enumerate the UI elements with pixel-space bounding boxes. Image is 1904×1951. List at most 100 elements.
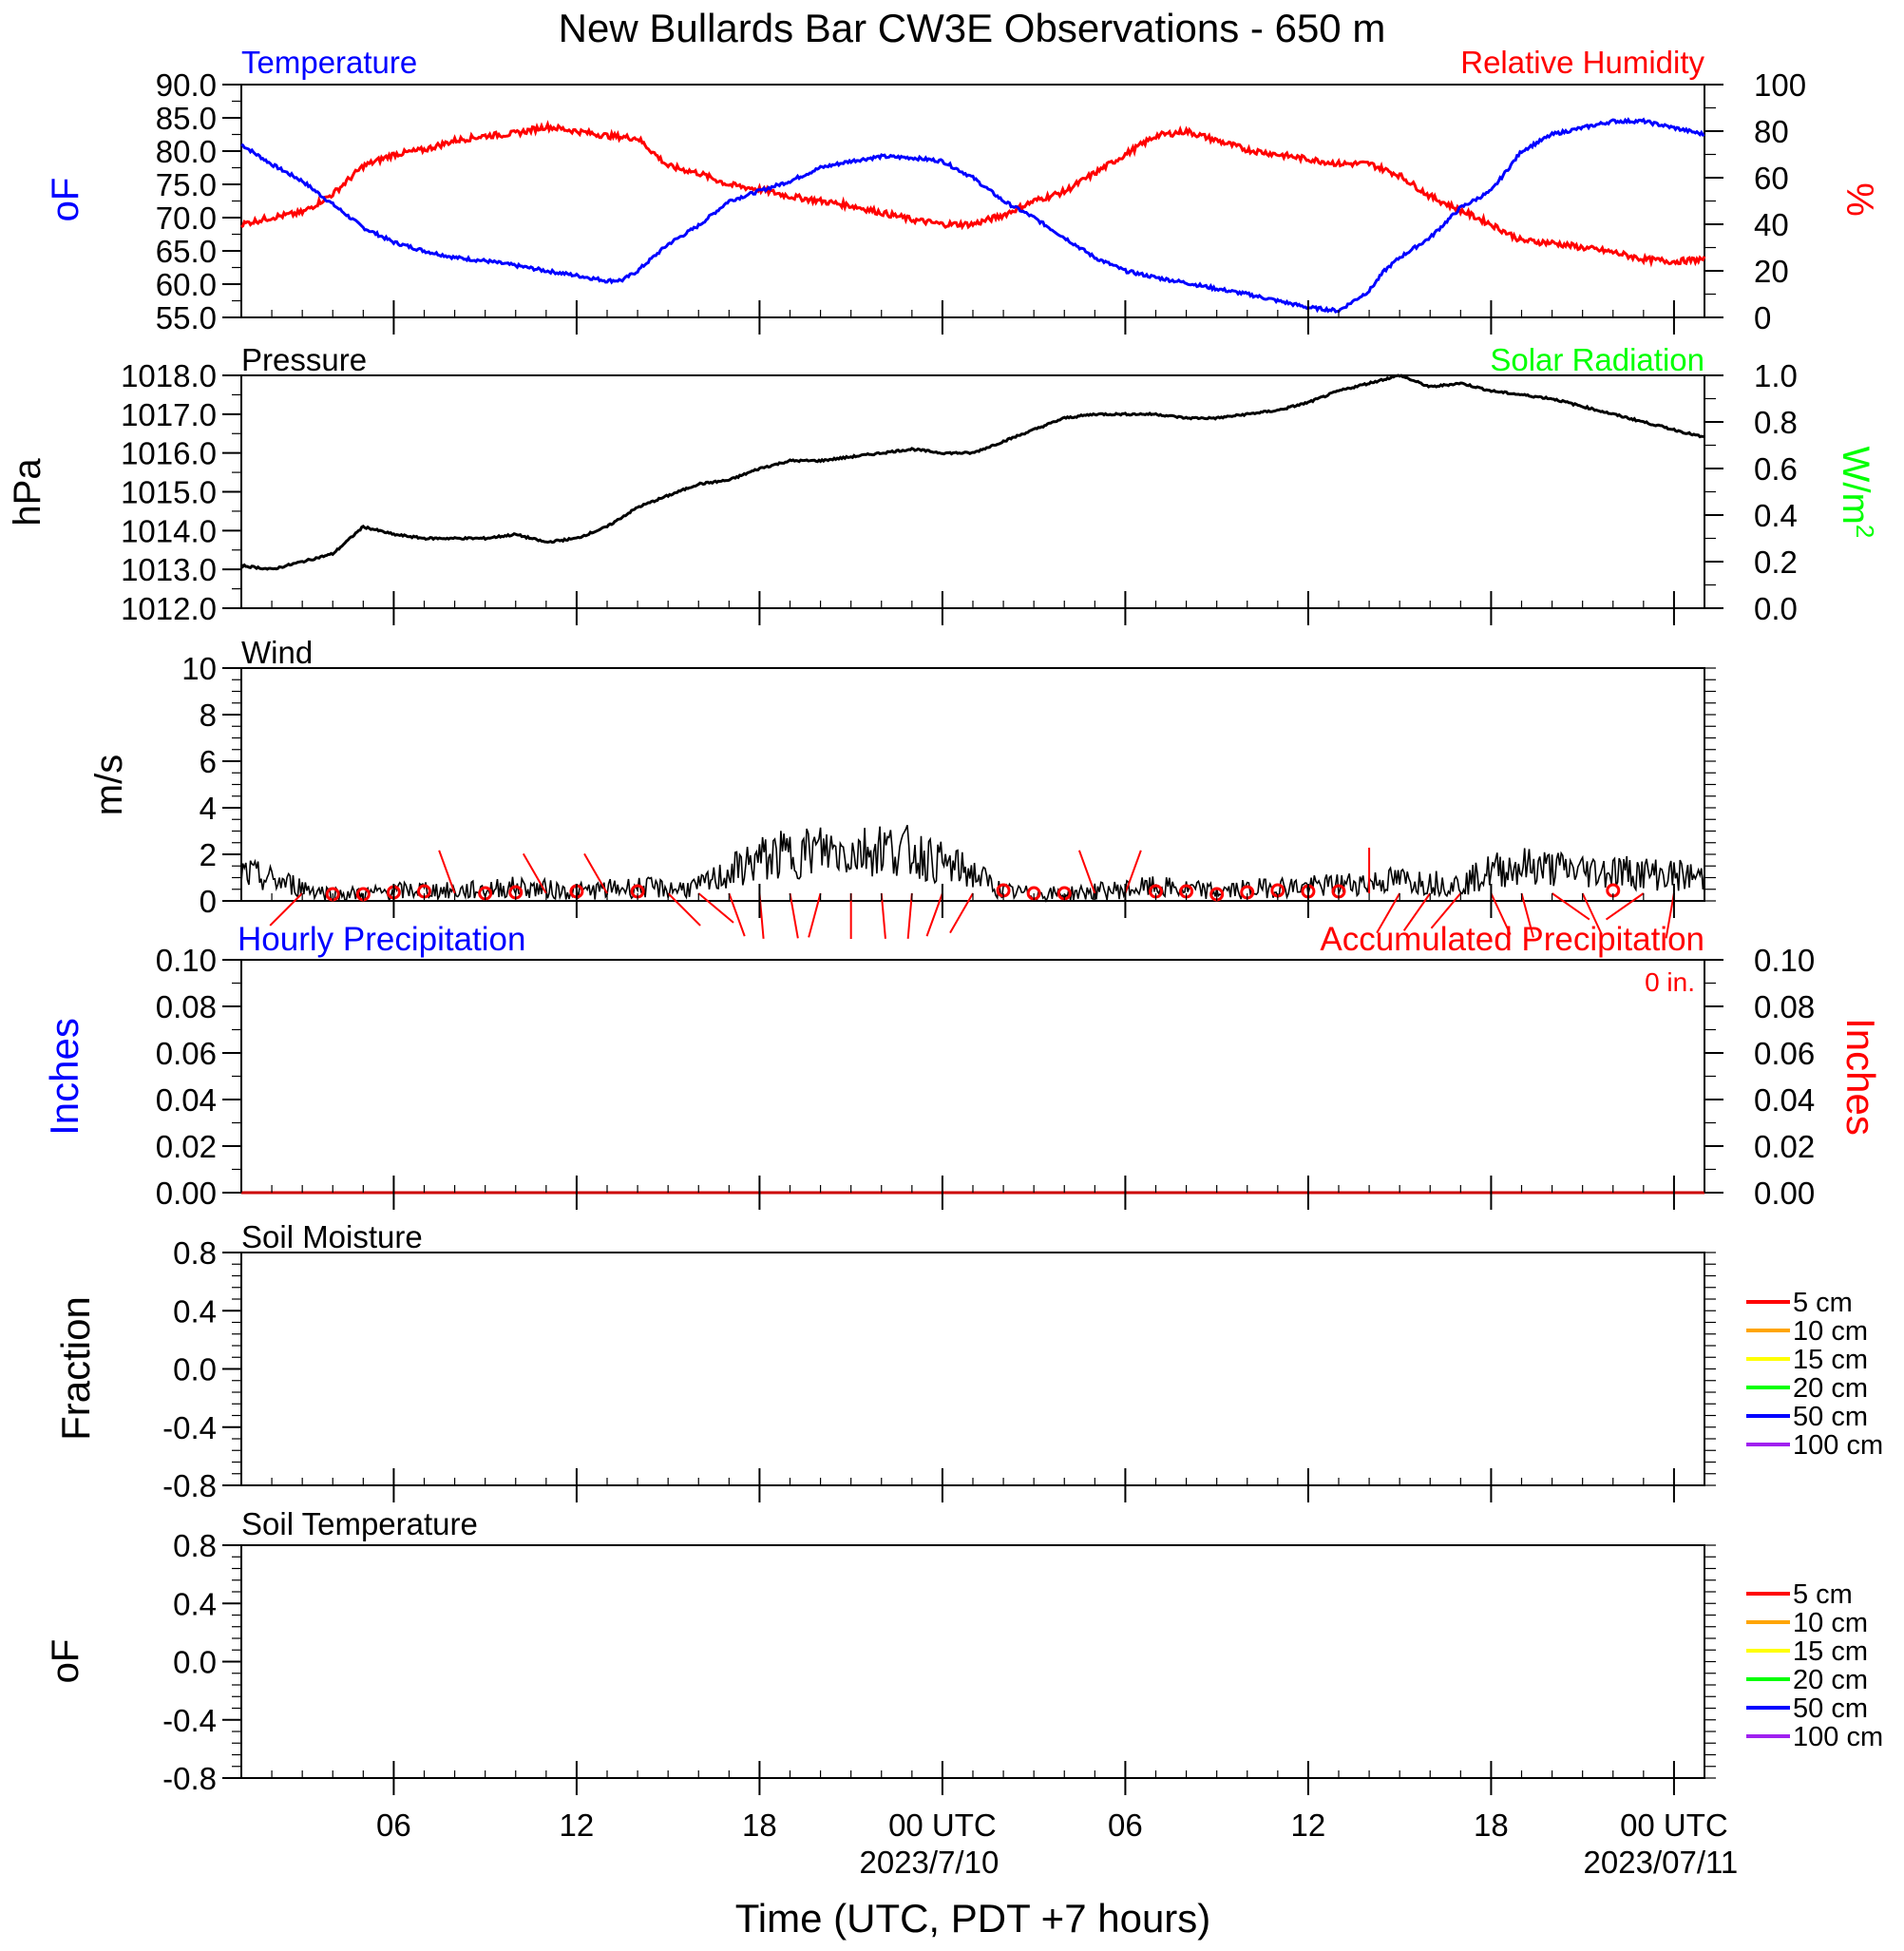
soil-moisture-axis-tick-label: 0.8 <box>173 1235 217 1271</box>
solar-axis-tick-label: 0.2 <box>1754 545 1798 580</box>
pressure-axis-tick-label: 1014.0 <box>121 513 217 548</box>
humidity-title: Relative Humidity <box>1460 45 1704 80</box>
wind-barb <box>1605 892 1645 921</box>
time-tick-label: 12 <box>1291 1808 1326 1843</box>
soil-temp-axis-tick-label: -0.4 <box>162 1703 217 1738</box>
wind-barb <box>1520 892 1534 938</box>
accum-precip-value: 0 in. <box>1645 967 1695 997</box>
soil-moisture-legend-label: 50 cm <box>1793 1402 1868 1432</box>
soil-temp-unit: oF <box>45 1639 86 1684</box>
wind-barb <box>808 892 822 938</box>
wind-barb <box>789 892 799 939</box>
wind-axis-tick-label: 10 <box>181 651 217 686</box>
pressure-series-line <box>239 373 1705 571</box>
soil-temp-legend-label: 5 cm <box>1793 1579 1853 1610</box>
soil-moisture-legend-label: 20 cm <box>1793 1373 1868 1404</box>
panel-frame <box>240 84 1705 318</box>
wind-speed-line <box>240 825 1705 904</box>
wind-barb <box>1490 892 1512 935</box>
solar-unit-base: W/m <box>1835 447 1876 525</box>
accum-precip-unit: Inches <box>1838 1018 1883 1136</box>
accum-precip-axis-ticks: 0.10 0.08 0.06 0.04 0.02 0.00 <box>1704 943 1815 1211</box>
pressure-title: Pressure <box>241 342 367 377</box>
soil-moisture-legend-label: 5 cm <box>1793 1288 1853 1318</box>
wind-axis-tick-label: 6 <box>200 744 217 779</box>
temperature-axis-tick-label: 70.0 <box>156 201 217 236</box>
humidity-unit: % <box>1838 182 1880 217</box>
soil-moisture-axis-tick-label: 0.0 <box>173 1352 217 1387</box>
solar-axis-tick-label: 1.0 <box>1754 358 1798 393</box>
soil-temp-axis-right-ticks <box>1704 1544 1716 1779</box>
wind-axis-ticks: 10 8 6 4 2 0 <box>181 651 241 919</box>
accum-precip-title: Accumulated Precipitation <box>1320 921 1704 958</box>
panel-frame <box>240 1544 1705 1779</box>
soil-temp-axis-ticks: 0.8 0.4 0.0 -0.4 -0.8 <box>162 1528 241 1796</box>
wind-barb <box>697 892 734 924</box>
time-tick-label: 00 UTC <box>1620 1808 1728 1843</box>
wind-axis-tick-label: 8 <box>200 698 217 733</box>
soil-temp-legend-label: 15 cm <box>1793 1636 1868 1667</box>
soil-moisture-unit: Fraction <box>53 1296 98 1441</box>
hourly-precip-axis-tick-label: 0.06 <box>156 1036 217 1071</box>
time-date-label: 2023/07/11 <box>1584 1845 1739 1880</box>
panel-pressure: Pressure Solar Radiation 1018.01017.0101… <box>7 342 1879 626</box>
wind-barb <box>269 892 303 927</box>
wind-barb <box>906 892 913 939</box>
wind-barb <box>1376 892 1401 934</box>
soil-moisture-axis-tick-label: 0.4 <box>173 1293 217 1329</box>
humidity-axis-ticks: 100 80 60 40 20 0 <box>1704 67 1806 335</box>
hourly-precip-axis-ticks: 0.10 0.08 0.06 0.04 0.02 0.00 <box>156 943 241 1211</box>
accum-precip-axis-tick-label: 0.06 <box>1754 1036 1815 1071</box>
time-tick-label: 18 <box>742 1808 777 1843</box>
solar-axis-tick-label: 0.8 <box>1754 405 1798 440</box>
wind-barb <box>438 850 456 894</box>
soil-temp-axis-tick-label: -0.8 <box>162 1761 217 1796</box>
soil-moisture-legend-label: 15 cm <box>1793 1345 1868 1375</box>
hourly-precip-axis-tick-label: 0.02 <box>156 1129 217 1164</box>
time-tick-label: 00 UTC <box>888 1808 997 1843</box>
soil-temp-legend-label: 10 cm <box>1793 1608 1868 1638</box>
hourly-precip-unit: Inches <box>42 1018 86 1136</box>
soil-temp-legend-label: 50 cm <box>1793 1693 1868 1724</box>
pressure-axis-tick-label: 1013.0 <box>121 552 217 587</box>
pressure-axis-tick-label: 1016.0 <box>121 436 217 471</box>
soil-moisture-axis-right-ticks <box>1704 1252 1716 1486</box>
wind-barb <box>925 892 943 937</box>
time-tick-label: 06 <box>376 1808 411 1843</box>
soil-temp-axis-tick-label: 0.4 <box>173 1586 217 1621</box>
hourly-precip-axis-tick-label: 0.08 <box>156 989 217 1024</box>
wind-barb <box>1665 892 1675 939</box>
hourly-precip-axis-tick-label: 0.00 <box>156 1176 217 1211</box>
soil-moisture-title: Soil Moisture <box>241 1219 423 1254</box>
wind-barb <box>1581 892 1603 935</box>
time-tick-label: 06 <box>1108 1808 1143 1843</box>
temperature-axis-tick-label: 85.0 <box>156 101 217 136</box>
humidity-series-line <box>240 120 1706 268</box>
panel-precip: Hourly Precipitation Accumulated Precipi… <box>42 921 1883 1211</box>
soil-temp-axis-tick-label: 0.0 <box>173 1645 217 1680</box>
temperature-axis-tick-label: 55.0 <box>156 300 217 335</box>
panel-temp-rh: Temperature Relative Humidity 90.085.080… <box>45 45 1880 335</box>
accum-precip-axis-tick-label: 0.08 <box>1754 989 1815 1024</box>
temperature-axis-tick-label: 60.0 <box>156 267 217 302</box>
humidity-axis-tick-label: 60 <box>1754 161 1789 196</box>
accum-precip-axis-tick-label: 0.10 <box>1754 943 1815 978</box>
wind-barb <box>949 892 974 934</box>
chart-title: New Bullards Bar CW3E Observations - 650… <box>559 6 1386 50</box>
wind-barb <box>880 892 886 939</box>
humidity-axis-tick-label: 100 <box>1754 67 1806 103</box>
soil-temp-title: Soil Temperature <box>241 1506 478 1541</box>
pressure-axis-tick-label: 1018.0 <box>121 358 217 393</box>
soil-temp-legend-label: 100 cm <box>1793 1722 1883 1752</box>
hourly-precip-axis-tick-label: 0.10 <box>156 943 217 978</box>
wind-barb <box>583 852 608 894</box>
wind-barb <box>1124 850 1142 894</box>
pressure-axis-tick-label: 1015.0 <box>121 475 217 510</box>
solar-axis-ticks: 1.0 0.8 0.6 0.4 0.2 0.0 <box>1704 358 1798 626</box>
solar-title: Solar Radiation <box>1490 342 1704 377</box>
